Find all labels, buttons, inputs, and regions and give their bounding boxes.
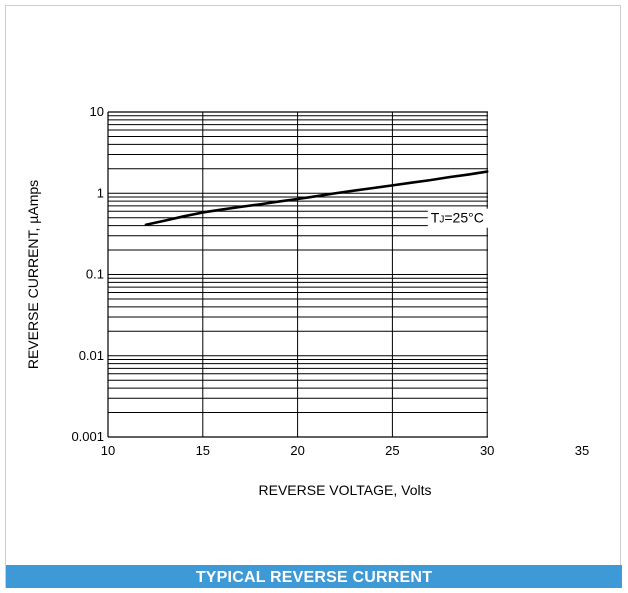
x-axis-label: REVERSE VOLTAGE, Volts bbox=[259, 482, 432, 498]
x-tick-label: 30 bbox=[480, 443, 494, 458]
label-layer: REVERSE VOLTAGE, Volts REVERSE CURRENT, … bbox=[25, 180, 431, 498]
annotation-temperature: =25°C bbox=[444, 210, 483, 226]
y-tick-label: 0.001 bbox=[71, 429, 104, 444]
axes-layer: 10 15 20 25 30 35 0.001 0.01 0.1 1 10 bbox=[71, 104, 589, 458]
x-tick-label: 10 bbox=[101, 443, 115, 458]
annotation-t: T bbox=[431, 210, 440, 226]
reverse-current-line bbox=[144, 170, 489, 227]
x-tick-label: 35 bbox=[575, 443, 589, 458]
annotation-subscript-j: J bbox=[439, 215, 444, 226]
y-tick-label: 10 bbox=[90, 104, 104, 119]
x-tick-label: 20 bbox=[290, 443, 304, 458]
annotation-layer: TJ=25°C bbox=[427, 208, 514, 228]
y-tick-label: 1 bbox=[97, 185, 104, 200]
y-axis-label: REVERSE CURRENT, µAmps bbox=[25, 180, 41, 369]
annotation-background bbox=[427, 208, 514, 228]
chart-caption-bar: TYPICAL REVERSE CURRENT bbox=[6, 565, 622, 588]
y-tick-label: 0.1 bbox=[86, 267, 104, 282]
grid-layer bbox=[108, 111, 488, 438]
x-tick-label: 25 bbox=[385, 443, 399, 458]
series-layer bbox=[144, 170, 489, 227]
x-tick-label: 15 bbox=[196, 443, 210, 458]
y-tick-label: 0.01 bbox=[79, 348, 104, 363]
junction-temp-annotation: TJ=25°C bbox=[431, 210, 484, 226]
